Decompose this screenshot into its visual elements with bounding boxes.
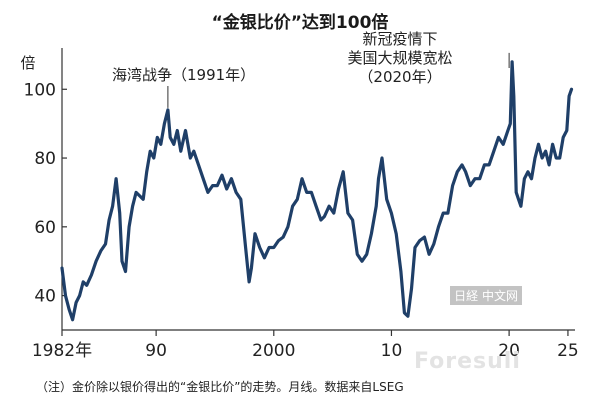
x-tick-label: 2000 — [252, 341, 295, 361]
x-tick-label: 25 — [557, 341, 579, 361]
annotation-text: 美国大规模宽松 — [347, 49, 452, 67]
series-line — [60, 60, 574, 322]
y-tick-label: 100 — [24, 80, 56, 100]
x-tick-label: 1982年 — [32, 341, 92, 361]
y-axis: 40 60 80 100 — [24, 48, 67, 330]
x-tick-label: 20 — [498, 341, 520, 361]
y-axis-label: 倍 — [20, 54, 35, 72]
y-tick-label: 80 — [34, 149, 56, 169]
watermark-logo: 日経 — [454, 289, 479, 303]
annotation-text: 海湾战争（1991年） — [112, 66, 255, 84]
watermark-badge: 日経 中文网 — [450, 286, 522, 305]
y-tick-label: 60 — [34, 218, 56, 238]
annotation-text: 新冠疫情下 — [362, 30, 437, 48]
watermark-text: 中文网 — [481, 289, 518, 303]
watermark-site: Foresuli — [414, 349, 521, 374]
x-axis: 1982年 90 2000 10 20 25 — [32, 329, 579, 361]
annotation-text: （2020年） — [358, 68, 441, 86]
footnote: （注）金价除以银价得出的“金银比价”的走势。月线。数据来自LSEG — [36, 380, 404, 394]
y-tick-label: 40 — [34, 287, 56, 307]
x-tick-label: 10 — [381, 341, 403, 361]
chart-title: “金银比价”达到100倍 — [211, 13, 389, 33]
x-tick-label: 90 — [145, 341, 167, 361]
